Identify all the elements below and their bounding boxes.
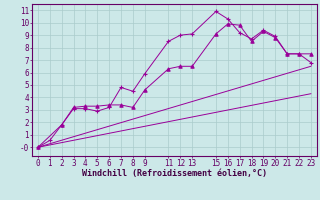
X-axis label: Windchill (Refroidissement éolien,°C): Windchill (Refroidissement éolien,°C): [82, 169, 267, 178]
